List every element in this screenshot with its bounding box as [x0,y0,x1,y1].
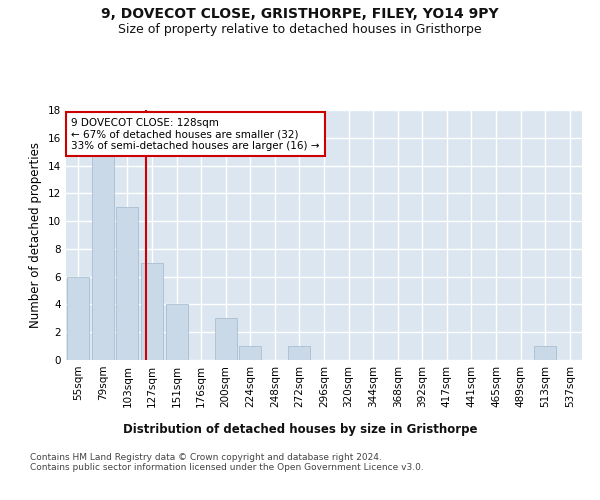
Bar [166,304,188,360]
Bar [534,346,556,360]
Bar [67,276,89,360]
Bar [92,152,114,360]
Text: Distribution of detached houses by size in Gristhorpe: Distribution of detached houses by size … [123,422,477,436]
Bar [215,318,237,360]
Bar [116,207,139,360]
Bar [289,346,310,360]
Bar [239,346,262,360]
Y-axis label: Number of detached properties: Number of detached properties [29,142,43,328]
Text: Size of property relative to detached houses in Gristhorpe: Size of property relative to detached ho… [118,22,482,36]
Text: 9, DOVECOT CLOSE, GRISTHORPE, FILEY, YO14 9PY: 9, DOVECOT CLOSE, GRISTHORPE, FILEY, YO1… [101,8,499,22]
Text: Contains HM Land Registry data © Crown copyright and database right 2024.
Contai: Contains HM Land Registry data © Crown c… [30,452,424,472]
Bar [141,263,163,360]
Text: 9 DOVECOT CLOSE: 128sqm
← 67% of detached houses are smaller (32)
33% of semi-de: 9 DOVECOT CLOSE: 128sqm ← 67% of detache… [71,118,320,150]
